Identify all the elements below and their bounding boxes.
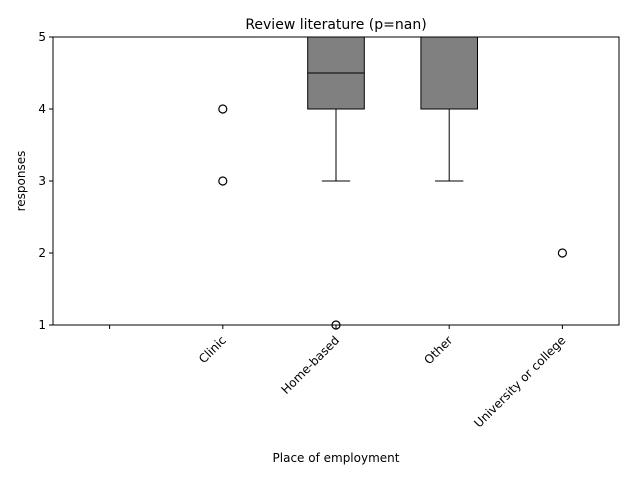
outlier-point <box>331 320 341 330</box>
y-tick-label: 1 <box>38 318 46 332</box>
chart-title: Review literature (p=nan) <box>245 17 426 33</box>
y-axis-label: responses <box>14 151 28 212</box>
box <box>420 36 478 110</box>
x-tick-label: University or college <box>471 333 568 430</box>
x-tick-label: Other <box>421 333 455 367</box>
x-tick-label: Clinic <box>196 333 229 366</box>
outlier-point <box>218 176 228 186</box>
plot-area: 1 2 3 4 5 Clinic Home-based Other University or … <box>38 30 620 430</box>
x-tick-label: Home-based <box>278 333 342 397</box>
outlier-point <box>218 104 228 114</box>
x-axis-label: Place of employment <box>273 451 400 465</box>
y-tick-label: 3 <box>38 174 46 188</box>
y-tick-label: 4 <box>38 102 46 116</box>
y-tick-label: 5 <box>38 30 46 44</box>
y-tick-label: 2 <box>38 246 46 260</box>
outlier-point <box>557 248 568 258</box>
